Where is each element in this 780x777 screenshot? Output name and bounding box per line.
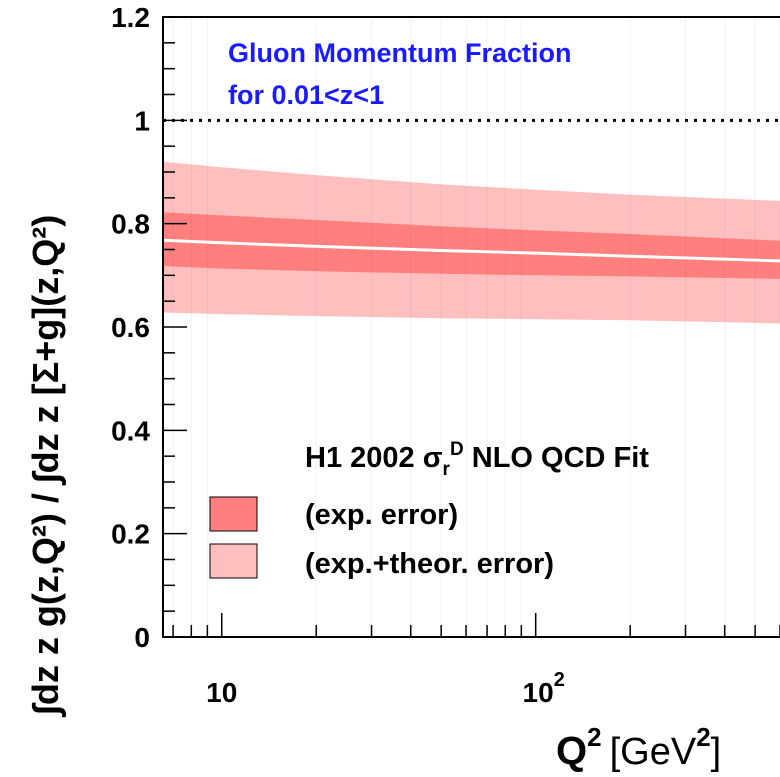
- central-value-line: [162, 238, 780, 263]
- annotation-line-2: for 0.01<z<1: [228, 80, 384, 110]
- legend-title-sub: r: [443, 459, 451, 480]
- legend-swatch-exp-error: [209, 496, 258, 532]
- legend-title: H1 2002 σrD NLO QCD Fit: [305, 439, 649, 480]
- x-axis-ticks: [172, 613, 780, 637]
- legend-title-pre: H1 2002: [305, 442, 423, 474]
- central-value-group: [162, 238, 780, 263]
- y-axis-ticks: [163, 16, 187, 638]
- legend-title-post: NLO QCD Fit: [464, 442, 650, 474]
- error-bands: [163, 161, 780, 324]
- legend-swatch-exp-theor-error: [209, 543, 258, 579]
- x-tick-label: 102: [523, 669, 565, 708]
- y-tick-label: 0: [134, 622, 150, 653]
- x-tick-label: 10: [206, 677, 237, 708]
- legend-label-exp-theor-error: (exp.+theor. error): [305, 548, 554, 580]
- legend-title-sup: D: [450, 439, 464, 460]
- y-tick-label: 1.2: [111, 2, 150, 33]
- y-tick-label: 0.6: [111, 312, 150, 343]
- legend-label-exp-error: (exp. error): [305, 499, 458, 531]
- y-axis-tick-labels: 0 0.2 0.4 0.6 0.8 1 1.2: [111, 2, 150, 653]
- y-tick-label: 0.8: [111, 209, 150, 240]
- legend-title-sigma: σ: [423, 442, 443, 474]
- y-tick-label: 1: [134, 105, 150, 136]
- y-axis-title: ∫dz z g(z,Q²) / ∫dz z [Σ+g](z,Q²): [25, 215, 66, 718]
- annotation-line-1: Gluon Momentum Fraction: [228, 38, 572, 68]
- y-tick-label: 0.4: [111, 415, 150, 446]
- band-exp-error: [163, 212, 780, 279]
- y-tick-label: 0.2: [111, 519, 150, 550]
- x-axis-title: Q2 [GeV2]: [556, 722, 721, 773]
- x-axis-tick-labels: 10 102: [206, 669, 565, 708]
